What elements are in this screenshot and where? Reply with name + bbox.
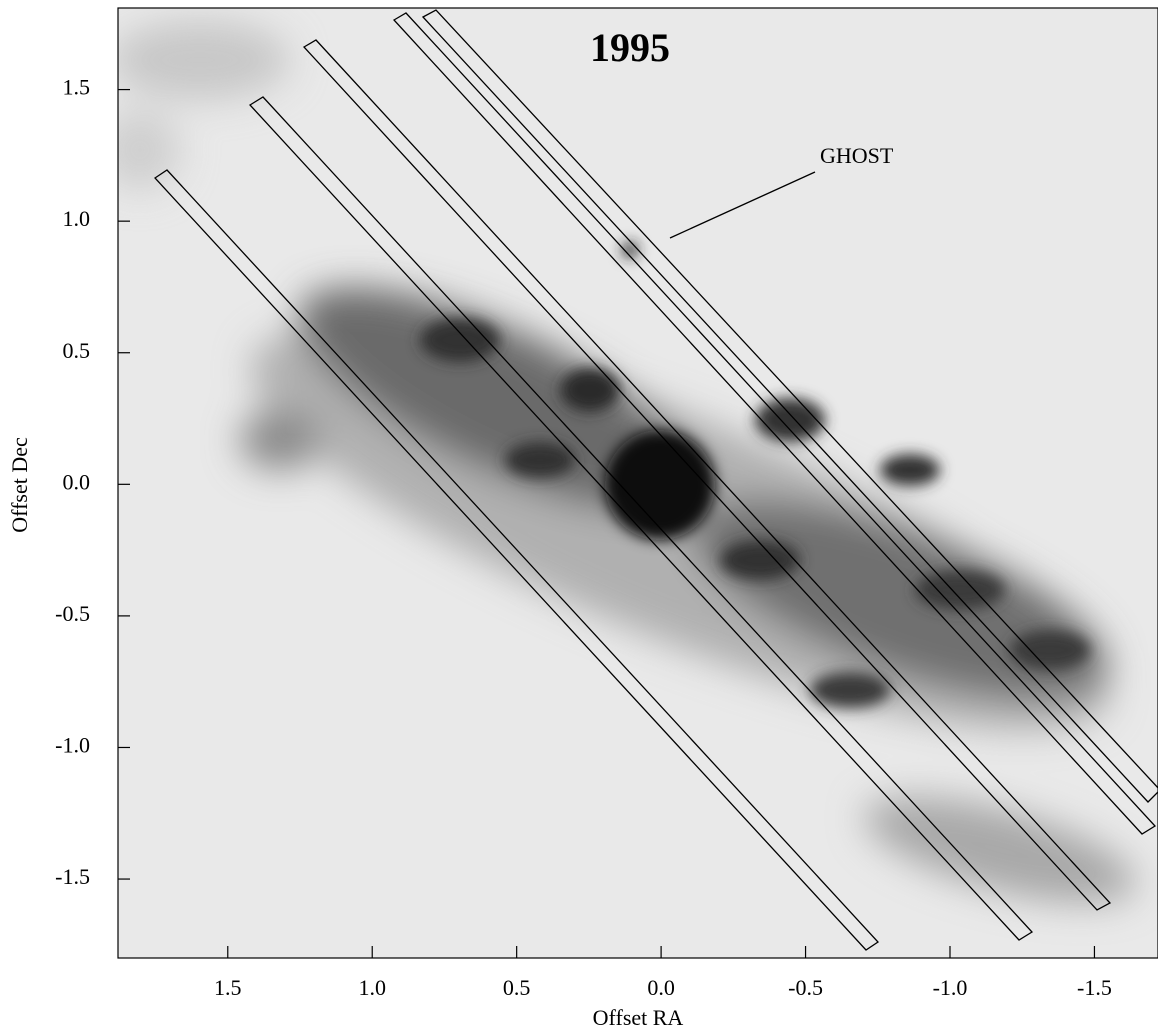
- x-tick-label: 1.0: [358, 975, 386, 1000]
- chart-title: 1995: [590, 25, 670, 70]
- slit: [421, 9, 1158, 803]
- x-tick-label: 1.5: [214, 975, 242, 1000]
- x-axis-label: Offset RA: [593, 1005, 684, 1030]
- slits: [154, 9, 1158, 951]
- slit: [248, 96, 1034, 941]
- x-tick-label: -1.5: [1077, 975, 1112, 1000]
- slit: [392, 12, 1157, 835]
- slit: [154, 169, 879, 951]
- x-tick-label: 0.5: [503, 975, 531, 1000]
- y-tick-label: 1.0: [63, 206, 91, 231]
- x-tick-label: -0.5: [788, 975, 823, 1000]
- plot-frame: [117, 7, 1158, 959]
- y-axis-label: Offset Dec: [7, 437, 32, 533]
- x-tick-label: -1.0: [933, 975, 968, 1000]
- y-tick-label: 1.5: [63, 75, 91, 100]
- x-tick-label: 0.0: [647, 975, 675, 1000]
- slit: [302, 39, 1112, 911]
- y-tick-label: -1.0: [55, 733, 90, 758]
- y-tick-label: 0.5: [63, 338, 91, 363]
- sky-image: [118, 8, 1158, 958]
- y-tick-label: -1.5: [55, 864, 90, 889]
- annotation-line: [669, 171, 816, 239]
- annotation: GHOST: [820, 143, 894, 168]
- y-tick-label: 0.0: [63, 469, 91, 494]
- y-tick-label: -0.5: [55, 601, 90, 626]
